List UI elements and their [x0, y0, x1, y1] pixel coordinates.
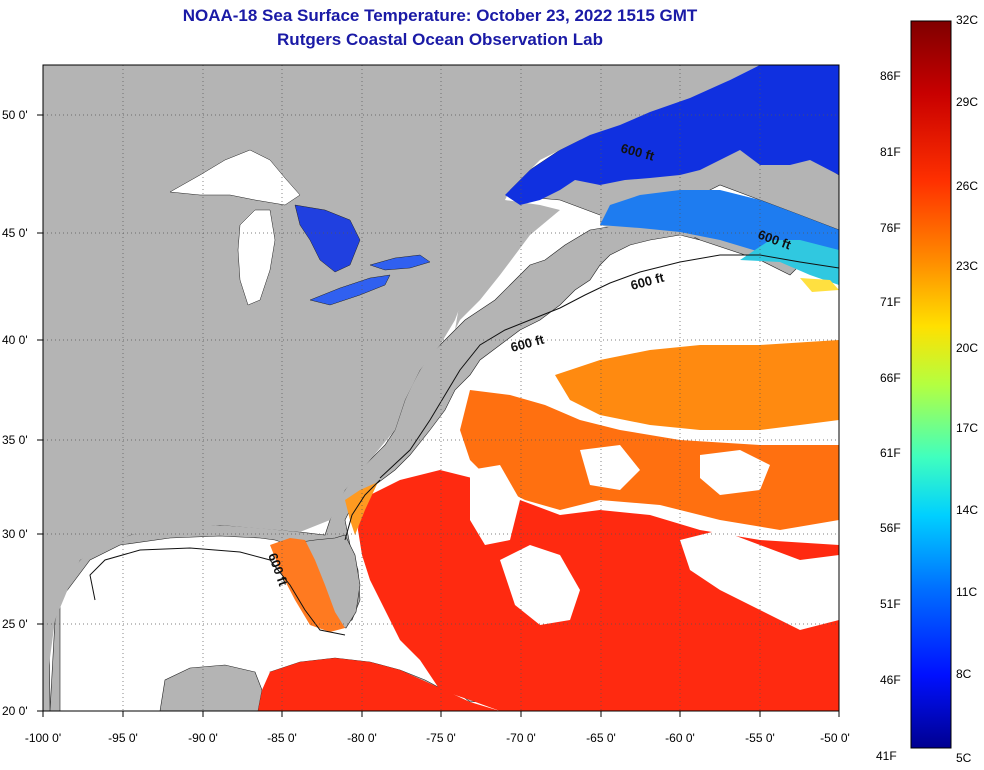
sst-warm-mid-atlantic	[460, 390, 839, 530]
f-label-41: 41F	[876, 749, 897, 763]
f-label-56: 56F	[880, 521, 901, 535]
lake-huron	[294, 204, 361, 273]
lon-label-100: -100 0'	[25, 731, 61, 745]
lat-label-50: 50 0'	[2, 108, 28, 122]
cloud-gap-3	[470, 465, 520, 545]
yucatan-land	[159, 664, 263, 711]
lon-label-60: -60 0'	[665, 731, 695, 745]
f-label-76: 76F	[880, 221, 901, 235]
isobath-lines	[89, 254, 839, 636]
lat-label-45: 45 0'	[2, 226, 28, 240]
f-label-71: 71F	[880, 295, 901, 309]
sst-warm-gulf-florida	[270, 538, 345, 632]
lon-label-90: -90 0'	[188, 731, 218, 745]
lat-label-20: 20 0'	[2, 704, 28, 718]
lon-label-70: -70 0'	[506, 731, 536, 745]
isobath-atlantic	[379, 254, 839, 479]
sst-warm-north-atlantic	[555, 340, 839, 430]
sst-yellow-patch	[800, 278, 839, 292]
sst-cold-gulf-st-lawrence	[505, 65, 839, 205]
f-label-51: 51F	[880, 597, 901, 611]
lat-label-30: 30 0'	[2, 527, 28, 541]
lat-label-40: 40 0'	[2, 333, 28, 347]
lon-label-85: -85 0'	[267, 731, 297, 745]
c-label-11: 11C	[956, 585, 977, 599]
sst-hot-caribbean	[258, 658, 500, 711]
colorbar-fahrenheit-labels: 86F 81F 76F 71F 66F 61F 56F 51F 46F 41F	[876, 69, 901, 763]
c-label-32: 32C	[956, 13, 978, 27]
sst-warm-east-florida	[345, 482, 378, 535]
c-label-14: 14C	[956, 503, 978, 517]
cloud-gap-1	[500, 545, 580, 625]
lon-label-50: -50 0'	[820, 731, 850, 745]
longitude-labels: -100 0' -95 0' -90 0' -85 0' -80 0' -75 …	[25, 731, 850, 745]
graticule	[43, 65, 839, 711]
isobath-gulf	[89, 547, 346, 636]
c-label-8: 8C	[956, 667, 972, 681]
f-label-81: 81F	[880, 145, 901, 159]
lake-michigan	[237, 209, 276, 306]
c-label-20: 20C	[956, 341, 978, 355]
f-label-86: 86F	[880, 69, 901, 83]
f-label-46: 46F	[880, 673, 901, 687]
sst-teal-shelf	[740, 240, 839, 285]
colorbar-celsius-labels: 32C 29C 26C 23C 20C 17C 14C 11C 8C 5C	[956, 13, 978, 765]
c-label-17: 17C	[956, 421, 978, 435]
axis-ticks	[37, 114, 840, 717]
lat-label-35: 35 0'	[2, 433, 28, 447]
temperature-colorbar	[910, 20, 952, 749]
lat-label-25: 25 0'	[2, 617, 28, 631]
land-interior	[43, 65, 505, 711]
cloud-gap-4	[580, 445, 640, 490]
lon-label-95: -95 0'	[108, 731, 138, 745]
f-label-61: 61F	[880, 446, 901, 460]
c-label-26: 26C	[956, 179, 978, 193]
lon-label-55: -55 0'	[745, 731, 775, 745]
c-label-5: 5C	[956, 751, 972, 765]
isobath-florida-east	[344, 479, 381, 541]
lake-ontario	[369, 254, 431, 271]
lon-label-65: -65 0'	[586, 731, 616, 745]
c-label-29: 29C	[956, 95, 978, 109]
lake-superior	[169, 149, 301, 206]
map-title: NOAA-18 Sea Surface Temperature: October…	[182, 6, 698, 25]
lon-label-80: -80 0'	[347, 731, 377, 745]
cloud-gap-2	[680, 530, 839, 630]
latitude-labels: 50 0' 45 0' 40 0' 35 0' 30 0' 25 0' 20 0…	[2, 108, 28, 718]
lake-erie	[309, 274, 391, 306]
cloud-gap-5	[700, 450, 770, 495]
land-northeast	[455, 65, 760, 330]
map-area	[43, 65, 839, 711]
f-label-66: 66F	[880, 371, 901, 385]
map-subtitle: Rutgers Coastal Ocean Observation Lab	[277, 30, 603, 49]
lon-label-75: -75 0'	[426, 731, 456, 745]
c-label-23: 23C	[956, 259, 978, 273]
